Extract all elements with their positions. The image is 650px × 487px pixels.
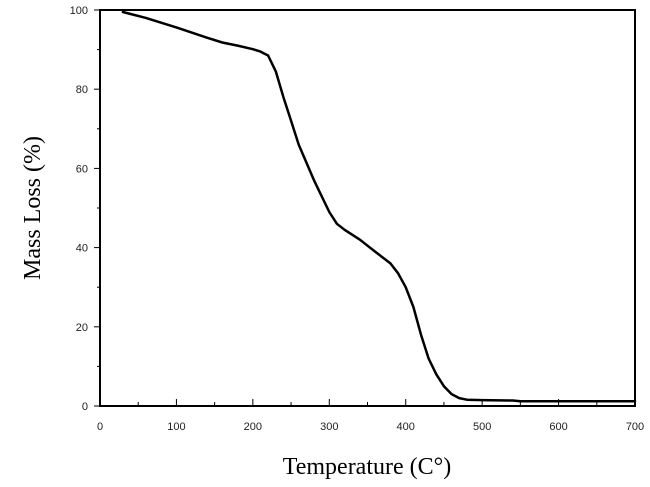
y-tick-label: 20: [76, 322, 88, 334]
y-axis-title: Mass Loss (%): [20, 136, 46, 280]
x-tick-label: 600: [549, 421, 567, 433]
x-tick-label: 700: [626, 421, 644, 433]
y-tick-label: 0: [82, 401, 88, 413]
tick-label-group: 0 100 200 300 400 500 600 700 0 20 40 60 80 100: [70, 5, 645, 433]
plot-frame: [99, 9, 636, 407]
y-tick-label: 40: [76, 243, 88, 255]
series-line: [121, 10, 637, 403]
x-tick-label: 500: [473, 421, 491, 433]
x-tick-label: 300: [320, 421, 338, 433]
x-tick-label: 400: [397, 421, 415, 433]
y-tick-label: 60: [76, 163, 88, 175]
plot-area: [100, 10, 635, 406]
y-tick-label: 80: [76, 84, 88, 96]
x-tick-label: 100: [167, 421, 185, 433]
x-tick-label: 200: [244, 421, 262, 433]
x-tick-label: 0: [97, 421, 103, 433]
x-axis-title: Temperature (C°): [283, 454, 452, 480]
y-tick-label: 100: [70, 5, 88, 17]
